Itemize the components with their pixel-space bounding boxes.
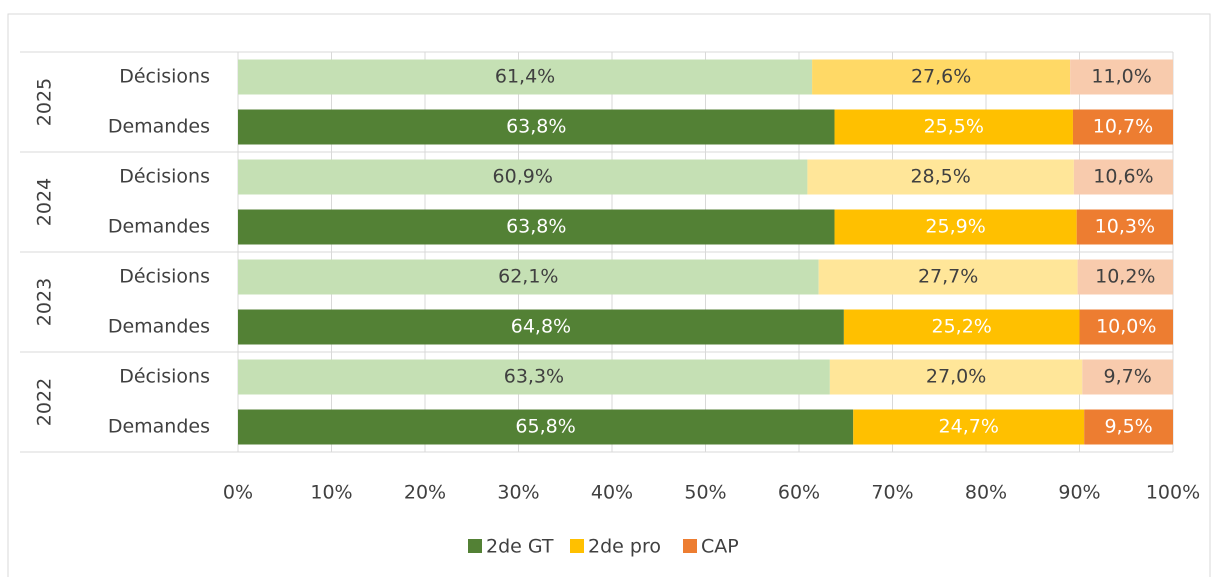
x-tick-label: 80% <box>965 482 1007 504</box>
value-label: 62,1% <box>498 266 558 288</box>
x-tick-label: 20% <box>404 482 446 504</box>
group-label: 2022 <box>34 378 56 426</box>
value-label: 9,5% <box>1104 416 1152 438</box>
value-label: 10,3% <box>1095 216 1155 238</box>
bar-segment <box>238 359 830 395</box>
value-label: 27,7% <box>918 266 978 288</box>
legend-label: 2de pro <box>588 536 661 558</box>
category-label: Demandes <box>108 316 210 338</box>
category-label: Demandes <box>108 416 210 438</box>
value-label: 25,5% <box>924 116 984 138</box>
bar-segment <box>834 109 1073 145</box>
value-label: 65,8% <box>515 416 575 438</box>
bar-segment <box>238 109 835 145</box>
x-tick-label: 60% <box>778 482 820 504</box>
category-label: Décisions <box>119 266 210 288</box>
x-tick-label: 30% <box>497 482 539 504</box>
bar-segment <box>853 409 1085 445</box>
chart-frame <box>7 13 1211 577</box>
bar-segment <box>829 359 1083 395</box>
value-label: 10,7% <box>1093 116 1153 138</box>
category-label: Décisions <box>119 366 210 388</box>
bar-segment <box>1076 209 1173 245</box>
x-tick-label: 70% <box>871 482 913 504</box>
value-label: 63,8% <box>506 116 566 138</box>
bar-segment <box>1072 109 1173 145</box>
value-label: 28,5% <box>910 166 970 188</box>
value-label: 27,0% <box>926 366 986 388</box>
value-label: 64,8% <box>511 316 571 338</box>
group-label: 2025 <box>34 78 56 126</box>
x-tick-label: 90% <box>1058 482 1100 504</box>
bar-segment <box>238 309 844 345</box>
x-tick-label: 40% <box>591 482 633 504</box>
bar-segment <box>238 209 835 245</box>
bar-segment <box>238 59 813 95</box>
bar-segment <box>238 409 854 445</box>
value-label: 63,3% <box>504 366 564 388</box>
bar-segment <box>807 159 1074 195</box>
value-label: 25,2% <box>932 316 992 338</box>
category-label: Décisions <box>119 166 210 188</box>
bar-segment <box>1084 409 1173 445</box>
legend-label: CAP <box>701 536 739 558</box>
category-label: Demandes <box>108 216 210 238</box>
value-label: 9,7% <box>1104 366 1152 388</box>
value-label: 10,2% <box>1095 266 1155 288</box>
value-label: 61,4% <box>495 66 555 88</box>
x-tick-label: 100% <box>1146 482 1200 504</box>
category-label: Demandes <box>108 116 210 138</box>
bar-segment <box>818 259 1078 295</box>
bar-segment <box>1077 259 1173 295</box>
value-label: 25,9% <box>925 216 985 238</box>
x-tick-label: 10% <box>310 482 352 504</box>
bar-segment <box>843 309 1080 345</box>
legend-swatch <box>683 539 697 553</box>
bar-segment <box>1070 59 1173 95</box>
group-label: 2023 <box>34 278 56 326</box>
value-label: 63,8% <box>506 216 566 238</box>
value-label: 10,6% <box>1093 166 1153 188</box>
bar-segment <box>238 259 819 295</box>
value-label: 10,0% <box>1096 316 1156 338</box>
legend-swatch <box>570 539 584 553</box>
bar-segment <box>812 59 1071 95</box>
value-label: 60,9% <box>493 166 553 188</box>
value-label: 27,6% <box>911 66 971 88</box>
bar-segment <box>1079 309 1173 345</box>
bar-segment <box>1073 159 1173 195</box>
legend-swatch <box>468 539 482 553</box>
group-label: 2024 <box>34 178 56 226</box>
legend-label: 2de GT <box>486 536 554 558</box>
x-tick-label: 0% <box>223 482 253 504</box>
bar-segment <box>238 159 808 195</box>
bar-segment <box>834 209 1077 245</box>
value-label: 11,0% <box>1091 66 1151 88</box>
value-label: 24,7% <box>939 416 999 438</box>
category-label: Décisions <box>119 66 210 88</box>
bar-segment <box>1082 359 1173 395</box>
x-tick-label: 50% <box>684 482 726 504</box>
